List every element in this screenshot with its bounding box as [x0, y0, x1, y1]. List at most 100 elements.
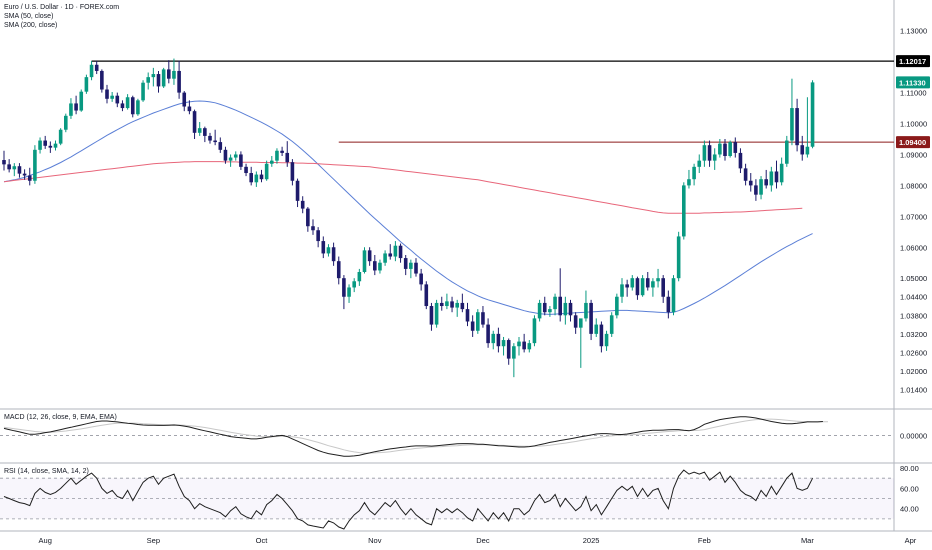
candle-up: [517, 341, 521, 347]
price-tick-label: 1.04400: [900, 293, 927, 302]
rsi-legend[interactable]: RSI (14, close, SMA, 14, 2): [4, 468, 89, 475]
candle-up: [233, 154, 238, 158]
candlestick-series: [2, 58, 815, 378]
candle-down: [300, 200, 305, 209]
candle-down: [625, 284, 629, 288]
price-levels: [91, 60, 894, 143]
candle-down: [48, 145, 53, 148]
candle-up: [69, 103, 73, 116]
candle-up: [79, 91, 84, 111]
axes: 1.13000 1.11000 1.10000 1.09000 1.08000 1.070…: [39, 27, 930, 545]
candle-up: [141, 82, 145, 101]
price-label-resistance: 1.12017: [899, 57, 926, 66]
candle-down: [100, 70, 104, 90]
macd-legend[interactable]: MACD (12, 26, close, 9, EMA, EMA): [4, 414, 117, 421]
candle-down: [239, 154, 243, 167]
candle-up: [38, 140, 42, 150]
time-tick-label: Feb: [698, 536, 711, 545]
rsi-line: [3, 469, 814, 530]
candle-up: [125, 97, 130, 109]
candle-down: [743, 168, 748, 181]
candle-down: [280, 150, 284, 153]
candle-down: [290, 162, 295, 181]
macd-line: [3, 416, 823, 457]
price-label-last: 1.11330: [899, 78, 926, 87]
candle-down: [738, 152, 743, 169]
candle-down: [115, 95, 120, 104]
candle-up: [805, 146, 810, 155]
candle-down: [22, 173, 27, 176]
price-label-box: [896, 76, 930, 89]
candle-down: [74, 103, 78, 111]
candle-up: [640, 278, 645, 296]
candle-down: [589, 302, 593, 334]
candle-down: [424, 284, 429, 307]
candle-up: [584, 302, 588, 319]
candle-down: [208, 135, 212, 141]
candle-down: [285, 152, 290, 163]
time-tick-label: Apr: [905, 536, 917, 545]
candle-up: [728, 142, 732, 157]
candle-up: [362, 250, 367, 272]
macd-pane: [0, 416, 894, 457]
candle-down: [17, 166, 22, 174]
candle-down: [573, 315, 578, 328]
price-tick-label: 1.11000: [900, 89, 927, 98]
candle-down: [764, 179, 768, 186]
candle-up: [676, 236, 681, 279]
candle-down: [599, 324, 604, 347]
candle-down: [733, 142, 738, 153]
candle-up: [12, 166, 17, 170]
candle-down: [470, 321, 475, 331]
candle-down: [800, 145, 805, 155]
time-tick-label: Oct: [256, 536, 269, 545]
candle-down: [331, 247, 336, 262]
candle-down: [244, 166, 248, 174]
candle-down: [2, 160, 6, 165]
candle-down: [707, 145, 712, 161]
price-tick-label: 1.01400: [900, 386, 927, 395]
candle-up: [275, 150, 279, 161]
candle-up: [604, 333, 609, 347]
price-tick-label: 1.05000: [900, 274, 927, 283]
price-tick-label: 1.13000: [900, 27, 927, 36]
sma200-line: [3, 161, 803, 214]
candle-up: [352, 281, 356, 288]
sma50-legend[interactable]: SMA (50, close): [4, 13, 54, 20]
time-tick-label: Mar: [801, 536, 814, 545]
candle-down: [7, 164, 11, 170]
sma200-legend[interactable]: SMA (200, close): [4, 22, 58, 29]
price-tick-label: 1.03200: [900, 330, 927, 339]
candle-up: [553, 296, 557, 310]
candle-up: [254, 174, 259, 183]
candle-up: [357, 272, 362, 282]
candle-up: [532, 318, 537, 344]
candle-up: [712, 154, 717, 161]
candle-down: [156, 74, 161, 87]
candle-up: [228, 157, 233, 161]
candle-down: [450, 301, 454, 308]
time-tick-label: Aug: [39, 536, 52, 545]
rsi-pane: [0, 469, 894, 530]
candle-up: [537, 302, 542, 319]
rsi-tick-label: 40.00: [900, 505, 919, 514]
candle-down: [635, 278, 640, 296]
candle-up: [197, 128, 202, 133]
time-tick-label: 2025: [583, 536, 600, 545]
candle-down: [486, 324, 490, 344]
candle-down: [388, 253, 393, 257]
candle-down: [218, 142, 223, 150]
candle-down: [192, 111, 197, 133]
instrument-title: Euro / U.S. Dollar · 1D · FOREX.com: [4, 4, 120, 11]
candle-down: [748, 180, 753, 186]
candle-up: [58, 129, 63, 144]
candle-up: [512, 346, 516, 359]
candle-down: [645, 278, 650, 288]
candle-up: [33, 149, 37, 181]
candle-down: [203, 128, 207, 136]
price-tick-label: 1.06000: [900, 243, 927, 252]
candle-down: [481, 312, 485, 325]
candle-up: [563, 302, 568, 316]
candle-up: [682, 185, 686, 237]
